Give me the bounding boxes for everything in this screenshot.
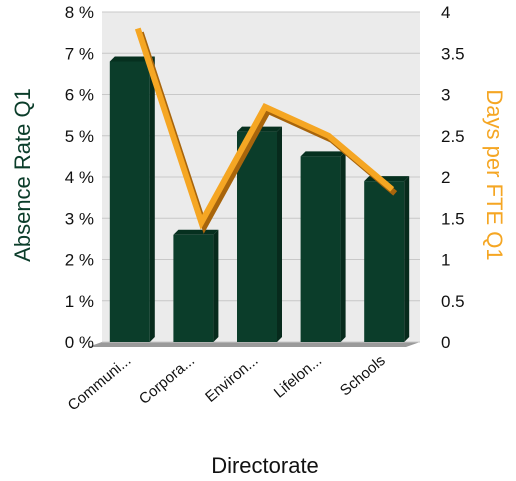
bar-2 xyxy=(237,126,282,342)
y-tick-label: 5 % xyxy=(65,127,94,146)
category-label: Corpora... xyxy=(136,352,198,408)
bar-1 xyxy=(173,229,219,342)
y-tick-label: 6 % xyxy=(65,86,94,105)
category-label: Environ... xyxy=(202,352,261,406)
y-tick-label: 4 % xyxy=(65,168,94,187)
y-tick-label: 2 % xyxy=(65,251,94,270)
bar-4 xyxy=(364,176,410,342)
y2-tick-label: 1 xyxy=(441,251,450,270)
category-labels: Communi... Corpora... Environ... Lifelon...… xyxy=(65,352,389,414)
category-label: Schools xyxy=(337,352,389,399)
bar-series xyxy=(109,56,410,342)
axis-ticks: 0 % 1 % 2 % 3 % 4 % 5 % 6 % 7 % 8 % 0 0.5 1 1.5 2 2.5 3… xyxy=(65,3,465,352)
y2-tick-label: 4 xyxy=(441,3,450,22)
y2-tick-label: 0.5 xyxy=(441,292,465,311)
line-series xyxy=(134,27,398,234)
plot-floor xyxy=(88,342,420,347)
y-axis-title: Absence Rate Q1 xyxy=(10,88,35,262)
y-tick-label: 1 % xyxy=(65,292,94,311)
y2-tick-label: 2 xyxy=(441,168,450,187)
y-tick-label: 0 % xyxy=(65,333,94,352)
bar-0 xyxy=(109,56,155,342)
y2-tick-label: 3 xyxy=(441,86,450,105)
y2-tick-label: 1.5 xyxy=(441,209,465,228)
category-label: Lifelon... xyxy=(271,352,325,401)
y2-tick-label: 3.5 xyxy=(441,44,465,63)
bar-3 xyxy=(300,151,346,342)
y-tick-label: 7 % xyxy=(65,44,94,63)
y2-axis-title: Days per FTE Q1 xyxy=(482,89,507,260)
y2-tick-label: 0 xyxy=(441,333,450,352)
y-tick-label: 3 % xyxy=(65,209,94,228)
y-tick-label: 8 % xyxy=(65,3,94,22)
x-axis-title: Directorate xyxy=(211,453,319,478)
y2-tick-label: 2.5 xyxy=(441,127,465,146)
category-label: Communi... xyxy=(65,352,135,414)
